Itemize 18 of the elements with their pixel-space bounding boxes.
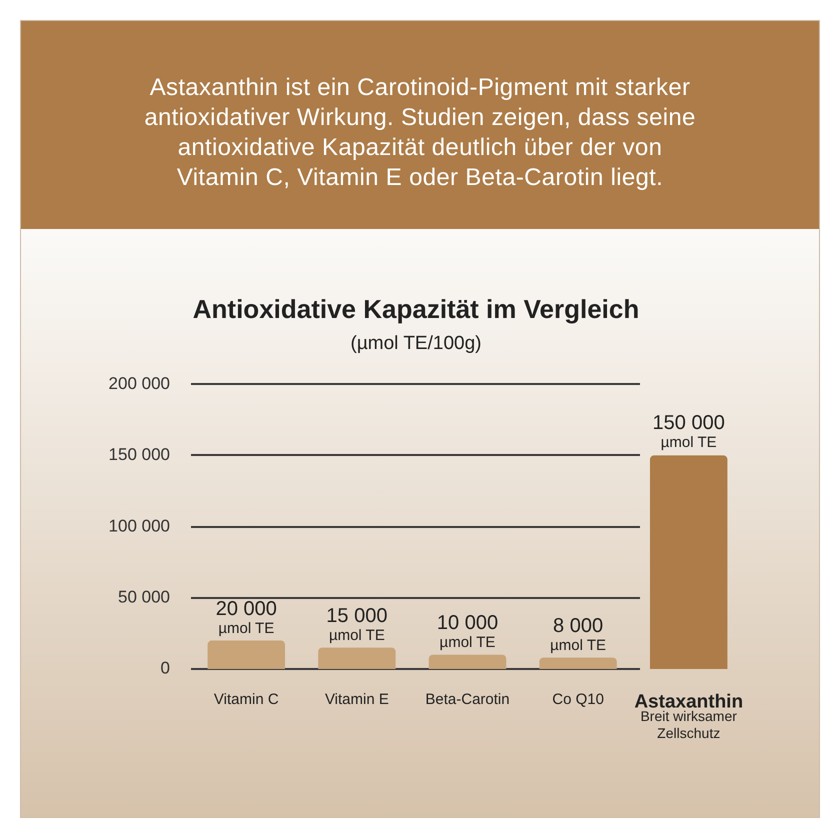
text: Astaxanthin ist ein Carotinoid-Pigment mit starker antioxidativer Wirkung. Studien zeigen, dass seine antioxidative Kapazität deutlich über der von Vitamin C, Vitamin E oder Beta-Carotin liegt. (143, 73, 697, 193)
y-tick-label: 50 000 (118, 587, 170, 606)
data-label: 8 000 µmol TE (550, 614, 606, 654)
data-label: 20 000 µmol TE (216, 598, 277, 637)
y-tick-label: 150 000 (108, 445, 170, 464)
data-label: 150 000 µmol TE (652, 412, 725, 452)
y-tick-label: 100 000 (108, 516, 170, 536)
data-label: 10 000 µmol TE (436, 612, 498, 651)
text: Breit wirksamer Zellschutz (640, 708, 738, 741)
chart-title: Antioxidative Kapazität im Vergleich (192, 293, 640, 325)
x-tick-label: Co Q10 (552, 691, 604, 708)
x-tick-label: Beta-Carotin (425, 691, 510, 708)
x-tick-label: Vitamin C (214, 691, 279, 708)
chart-subtitle: (µmol TE/100g) (350, 332, 482, 356)
y-tick-label: 0 (160, 658, 170, 678)
x-tick-label: Vitamin E (324, 691, 389, 708)
y-tick-label: 200 000 (108, 374, 170, 393)
data-label: 15 000 µmol TE (326, 604, 388, 644)
